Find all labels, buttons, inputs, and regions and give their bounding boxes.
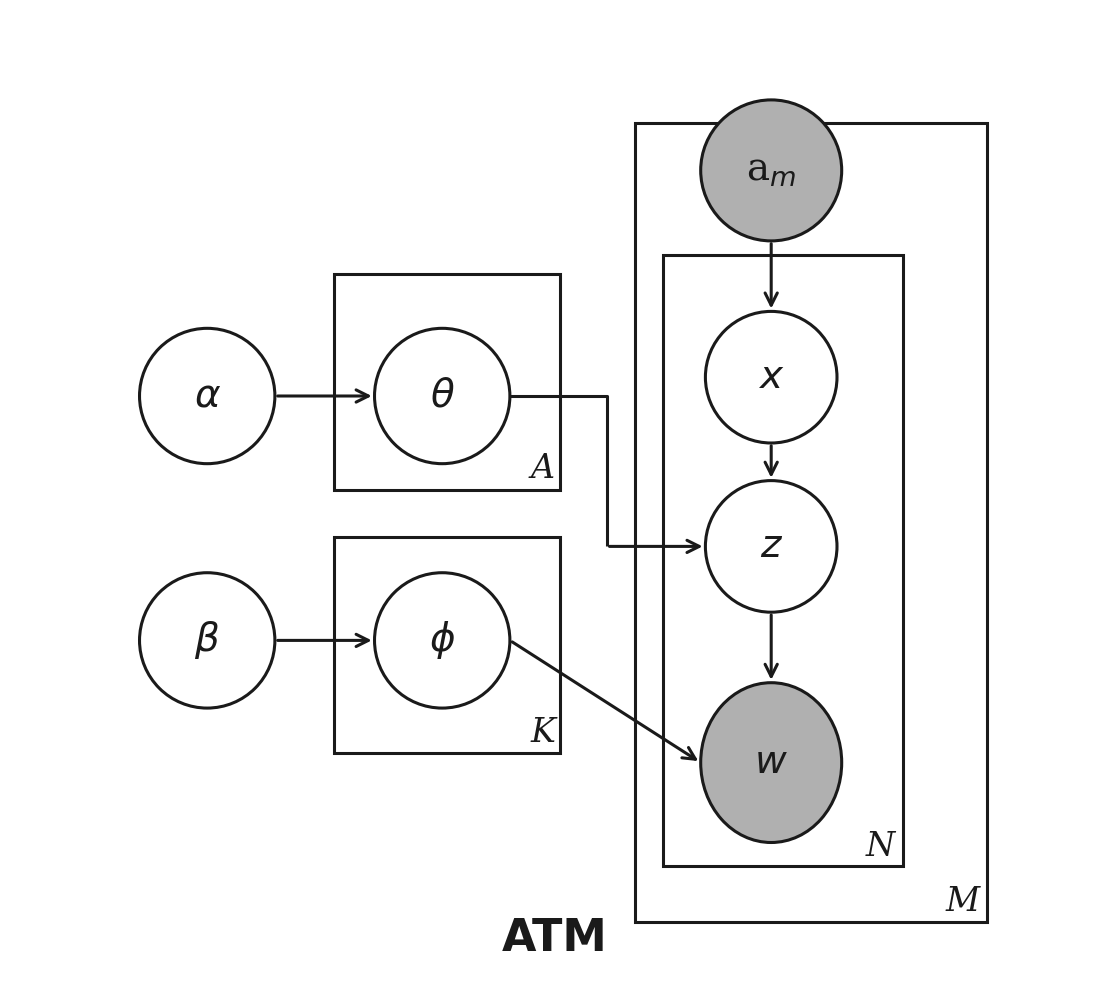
Bar [663,255,902,866]
Ellipse shape [700,100,841,241]
Bar [334,537,559,753]
Ellipse shape [374,328,509,464]
Ellipse shape [140,328,275,464]
Text: M: M [946,886,980,918]
Ellipse shape [705,481,837,612]
Bar [334,274,559,490]
Text: N: N [866,831,896,863]
Text: $x$: $x$ [758,359,785,396]
Text: $\theta$: $\theta$ [430,377,455,414]
Text: ATM: ATM [502,917,608,960]
Ellipse shape [374,573,509,708]
Text: K: K [531,716,555,748]
Ellipse shape [700,683,841,842]
Text: $\beta$: $\beta$ [194,619,220,661]
Text: $z$: $z$ [759,528,783,565]
Text: $w$: $w$ [755,744,788,781]
Text: $\alpha$: $\alpha$ [193,377,221,414]
Ellipse shape [140,573,275,708]
Text: A: A [531,453,555,485]
Text: $\phi$: $\phi$ [428,619,455,661]
Ellipse shape [705,311,837,443]
Text: a$_{m}$: a$_{m}$ [746,152,796,189]
Bar [635,123,988,922]
